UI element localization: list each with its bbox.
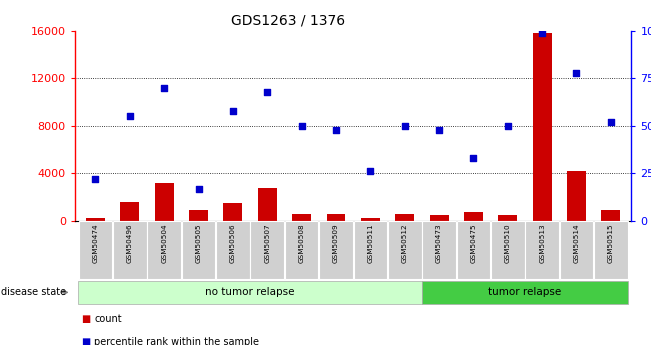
Bar bbox=[120, 202, 139, 221]
Point bbox=[537, 30, 547, 36]
Bar bbox=[361, 218, 380, 221]
Point bbox=[572, 70, 582, 76]
Text: GDS1263 / 1376: GDS1263 / 1376 bbox=[230, 14, 345, 28]
Text: GSM50507: GSM50507 bbox=[264, 223, 270, 263]
Text: GSM50512: GSM50512 bbox=[402, 223, 408, 263]
Bar bbox=[594, 221, 628, 279]
Point bbox=[331, 127, 341, 132]
Bar bbox=[327, 214, 346, 221]
Text: GSM50506: GSM50506 bbox=[230, 223, 236, 263]
Text: GSM50511: GSM50511 bbox=[367, 223, 373, 263]
Point bbox=[124, 114, 135, 119]
Bar bbox=[491, 221, 525, 279]
Point bbox=[296, 123, 307, 129]
Point bbox=[434, 127, 444, 132]
Text: GSM50513: GSM50513 bbox=[539, 223, 545, 263]
Bar bbox=[388, 221, 422, 279]
Bar bbox=[251, 221, 284, 279]
Text: disease state: disease state bbox=[1, 287, 66, 297]
Bar bbox=[292, 214, 311, 221]
Bar bbox=[525, 221, 559, 279]
Bar bbox=[602, 210, 620, 221]
Point bbox=[400, 123, 410, 129]
Point bbox=[228, 108, 238, 114]
Point bbox=[193, 186, 204, 191]
Bar bbox=[430, 215, 449, 221]
Point bbox=[468, 155, 478, 161]
Text: tumor relapse: tumor relapse bbox=[488, 287, 562, 297]
Text: count: count bbox=[94, 314, 122, 324]
Bar bbox=[456, 221, 490, 279]
Text: no tumor relapse: no tumor relapse bbox=[205, 287, 295, 297]
Text: GSM50510: GSM50510 bbox=[505, 223, 511, 263]
Text: ■: ■ bbox=[81, 314, 90, 324]
Point bbox=[159, 85, 169, 91]
Bar bbox=[258, 188, 277, 221]
Bar bbox=[147, 221, 181, 279]
Bar bbox=[182, 221, 215, 279]
Bar bbox=[216, 221, 250, 279]
Text: GSM50474: GSM50474 bbox=[92, 223, 98, 263]
Bar bbox=[567, 171, 586, 221]
Bar bbox=[498, 215, 518, 221]
Text: GSM50505: GSM50505 bbox=[195, 223, 202, 263]
Bar bbox=[189, 210, 208, 221]
Bar bbox=[78, 281, 422, 304]
Bar bbox=[284, 221, 318, 279]
Text: GSM50509: GSM50509 bbox=[333, 223, 339, 263]
Bar bbox=[86, 218, 105, 221]
Bar bbox=[422, 221, 456, 279]
Text: ■: ■ bbox=[81, 337, 90, 345]
Bar bbox=[464, 213, 483, 221]
Bar bbox=[79, 221, 113, 279]
Text: GSM50504: GSM50504 bbox=[161, 223, 167, 263]
Text: GSM50514: GSM50514 bbox=[574, 223, 579, 263]
Point bbox=[262, 89, 273, 95]
Bar bbox=[533, 33, 551, 221]
Bar bbox=[113, 221, 146, 279]
Point bbox=[365, 169, 376, 174]
Point bbox=[503, 123, 513, 129]
Text: percentile rank within the sample: percentile rank within the sample bbox=[94, 337, 259, 345]
Bar bbox=[223, 203, 242, 221]
Text: GSM50473: GSM50473 bbox=[436, 223, 442, 263]
Bar bbox=[422, 281, 628, 304]
Bar bbox=[353, 221, 387, 279]
Text: GSM50475: GSM50475 bbox=[471, 223, 477, 263]
Bar bbox=[319, 221, 353, 279]
Bar bbox=[395, 214, 414, 221]
Text: GSM50515: GSM50515 bbox=[608, 223, 614, 263]
Text: GSM50496: GSM50496 bbox=[127, 223, 133, 263]
Text: GSM50508: GSM50508 bbox=[299, 223, 305, 263]
Point bbox=[605, 119, 616, 125]
Bar bbox=[155, 183, 174, 221]
Bar bbox=[560, 221, 593, 279]
Point bbox=[90, 176, 101, 182]
